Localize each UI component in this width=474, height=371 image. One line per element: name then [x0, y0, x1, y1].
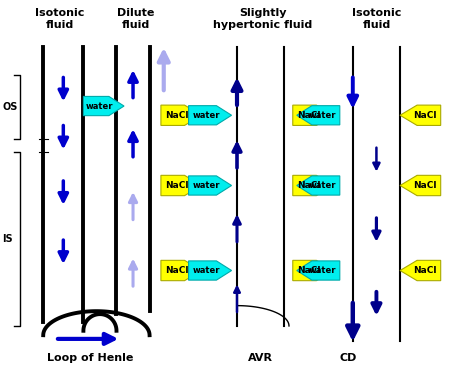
Polygon shape	[400, 260, 441, 281]
Text: CD: CD	[339, 353, 357, 363]
Text: water: water	[308, 111, 336, 120]
Polygon shape	[189, 261, 232, 280]
Text: water: water	[192, 266, 220, 275]
Text: NaCl: NaCl	[165, 266, 189, 275]
Polygon shape	[189, 176, 232, 195]
Text: AVR: AVR	[248, 353, 273, 363]
Text: NaCl: NaCl	[297, 111, 320, 120]
Text: NaCl: NaCl	[165, 111, 189, 120]
Polygon shape	[293, 175, 333, 196]
Text: NaCl: NaCl	[413, 181, 437, 190]
Text: NaCl: NaCl	[413, 266, 437, 275]
Polygon shape	[189, 106, 232, 125]
Polygon shape	[293, 105, 333, 125]
Text: IS: IS	[2, 234, 13, 244]
Text: Slightly
hypertonic fluid: Slightly hypertonic fluid	[213, 8, 313, 30]
Polygon shape	[83, 96, 124, 116]
Text: NaCl: NaCl	[413, 111, 437, 120]
Polygon shape	[297, 176, 340, 195]
Polygon shape	[161, 260, 201, 281]
Polygon shape	[293, 260, 333, 281]
Text: Isotonic
fluid: Isotonic fluid	[352, 8, 401, 30]
Polygon shape	[297, 261, 340, 280]
Text: Loop of Henle: Loop of Henle	[47, 353, 134, 363]
Text: water: water	[86, 102, 114, 111]
Text: NaCl: NaCl	[165, 181, 189, 190]
Text: water: water	[308, 266, 336, 275]
Text: Isotonic
fluid: Isotonic fluid	[35, 8, 84, 30]
Polygon shape	[297, 106, 340, 125]
Text: water: water	[192, 181, 220, 190]
Polygon shape	[161, 175, 201, 196]
Text: NaCl: NaCl	[297, 266, 320, 275]
Text: NaCl: NaCl	[297, 181, 320, 190]
Polygon shape	[161, 105, 201, 125]
Text: water: water	[308, 181, 336, 190]
Polygon shape	[400, 105, 441, 125]
Text: OS: OS	[2, 102, 18, 112]
Polygon shape	[400, 175, 441, 196]
Text: Dilute
fluid: Dilute fluid	[117, 8, 154, 30]
Text: water: water	[192, 111, 220, 120]
